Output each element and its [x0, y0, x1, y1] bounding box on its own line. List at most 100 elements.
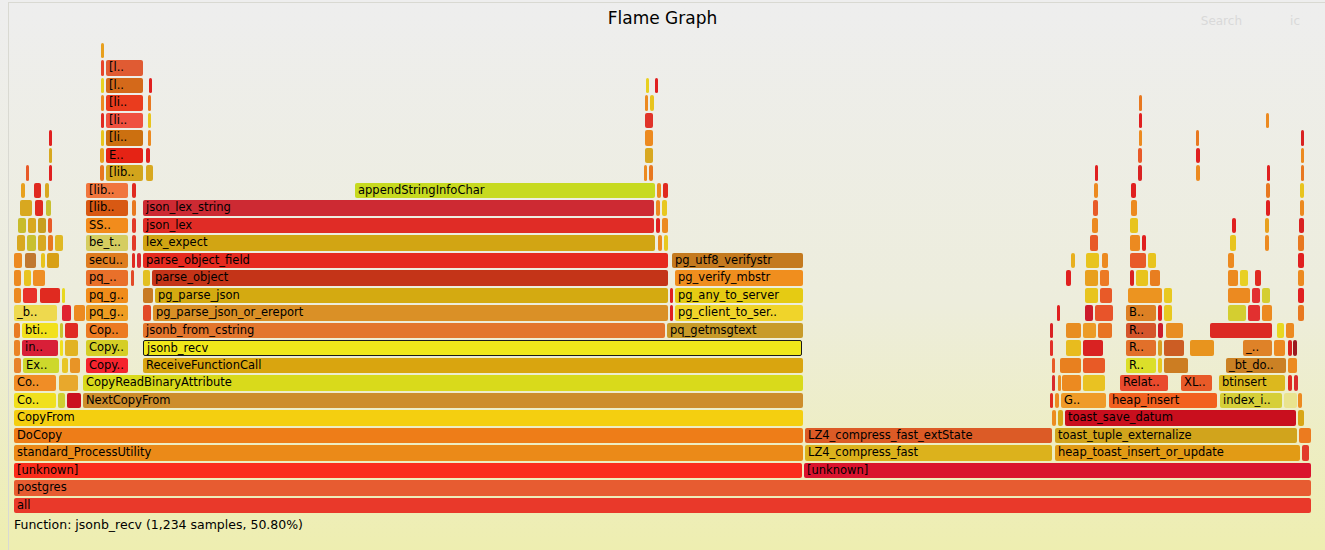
flame-frame[interactable]	[1066, 270, 1071, 286]
frame-be_t[interactable]: be_t..	[86, 235, 128, 251]
flame-frame[interactable]	[1288, 375, 1292, 391]
frame-unknown[interactable]: [unknown]	[14, 463, 802, 479]
flame-frame[interactable]	[70, 358, 80, 374]
frame-pg_parse_json[interactable]: pg_parse_json	[155, 288, 668, 304]
flame-frame[interactable]	[650, 95, 654, 111]
frame-unknown[interactable]: [unknown]	[804, 463, 1311, 479]
flame-frame[interactable]	[1102, 253, 1108, 269]
flame-frame[interactable]	[101, 43, 104, 59]
frame-b[interactable]: B..	[1126, 305, 1156, 321]
flame-frame[interactable]	[656, 200, 660, 216]
flame-frame[interactable]	[1265, 218, 1269, 234]
flame-frame[interactable]	[24, 270, 31, 286]
flame-frame[interactable]	[1300, 183, 1304, 199]
flame-frame[interactable]	[1288, 340, 1292, 356]
frame-btinsert[interactable]: btinsert	[1219, 375, 1285, 391]
frame-heap_insert[interactable]: heap_insert	[1109, 393, 1217, 409]
flame-frame[interactable]	[1138, 148, 1142, 164]
flame-frame[interactable]	[60, 323, 63, 339]
flame-frame[interactable]	[1071, 253, 1075, 269]
flame-frame[interactable]	[646, 78, 649, 94]
flame-frame[interactable]	[1085, 288, 1098, 304]
flame-frame[interactable]	[143, 288, 153, 304]
flame-frame[interactable]	[132, 218, 136, 234]
frame-secu[interactable]: secu..	[86, 253, 128, 269]
frame-pg_parse_json_or_ereport[interactable]: pg_parse_json_or_ereport	[153, 305, 668, 321]
flame-frame[interactable]	[1164, 305, 1172, 321]
flame-frame[interactable]	[62, 358, 68, 374]
flame-frame[interactable]	[1066, 340, 1081, 356]
frame-copyreadbinaryattribute[interactable]: CopyReadBinaryAttribute	[83, 375, 803, 391]
flame-frame[interactable]	[662, 200, 667, 216]
flame-frame[interactable]	[1100, 288, 1112, 304]
flame-frame[interactable]	[49, 165, 52, 181]
frame-xl[interactable]: XL..	[1181, 375, 1212, 391]
flame-frame[interactable]	[148, 95, 151, 111]
frame-index_i[interactable]: index_i..	[1220, 393, 1282, 409]
flame-frame[interactable]	[101, 60, 104, 76]
flame-frame[interactable]	[1299, 428, 1311, 444]
flame-frame[interactable]	[1298, 270, 1304, 286]
flame-frame[interactable]	[670, 305, 673, 321]
frame-pq_getmsgtext[interactable]: pq_getmsgtext	[667, 323, 803, 339]
flame-frame[interactable]	[58, 393, 65, 409]
flame-frame[interactable]	[41, 253, 45, 269]
flame-frame[interactable]	[1085, 305, 1093, 321]
flame-frame[interactable]	[1130, 270, 1134, 286]
flame-frame[interactable]	[1052, 375, 1055, 391]
flame-frame[interactable]	[146, 148, 150, 164]
flame-frame[interactable]	[1130, 218, 1138, 234]
flame-frame[interactable]	[14, 270, 21, 286]
flame-frame[interactable]	[26, 165, 29, 181]
frame-co[interactable]: Co..	[14, 375, 56, 391]
flame-frame[interactable]	[14, 323, 20, 339]
flame-frame[interactable]	[1228, 253, 1234, 269]
flame-frame[interactable]	[1228, 288, 1250, 304]
flame-frame[interactable]	[1288, 358, 1297, 374]
frame-nextcopyfrom[interactable]: NextCopyFrom	[83, 393, 803, 409]
frame-pg_any_to_server[interactable]: pg_any_to_server	[675, 288, 803, 304]
frame-jsonb_from_cstring[interactable]: jsonb_from_cstring	[143, 323, 665, 339]
flame-frame[interactable]	[1298, 410, 1304, 426]
flame-frame[interactable]	[148, 113, 151, 129]
flame-frame[interactable]	[23, 288, 37, 304]
frame-copy[interactable]: Copy..	[86, 340, 128, 356]
flame-frame[interactable]	[1240, 270, 1248, 286]
frame-parse_object_field[interactable]: parse_object_field	[143, 253, 668, 269]
flame-frame[interactable]	[1196, 130, 1199, 146]
flame-frame[interactable]	[1050, 323, 1053, 339]
flame-frame[interactable]	[1265, 235, 1269, 251]
frame-lib[interactable]: [lib..	[86, 200, 128, 216]
flame-frame[interactable]	[1302, 445, 1309, 461]
flame-frame[interactable]	[649, 165, 653, 181]
flame-frame[interactable]	[1266, 113, 1269, 129]
frame-parse_object[interactable]: parse_object	[152, 270, 668, 286]
frame-_[interactable]: _..	[1243, 340, 1272, 356]
flame-frame[interactable]	[1142, 235, 1146, 251]
flame-frame[interactable]	[1232, 218, 1236, 234]
flame-frame[interactable]	[1190, 340, 1214, 356]
flame-frame[interactable]	[1130, 253, 1146, 269]
flame-frame[interactable]	[20, 200, 32, 216]
frame-e[interactable]: E..	[106, 148, 143, 164]
frame-pg_verify_mbstr[interactable]: pg_verify_mbstr	[675, 270, 803, 286]
frame-l[interactable]: [l..	[106, 78, 143, 94]
flame-frame[interactable]	[1150, 270, 1160, 286]
flame-frame[interactable]	[1095, 305, 1113, 321]
flame-frame[interactable]	[1131, 200, 1137, 216]
flame-frame[interactable]	[48, 218, 52, 234]
frame-standard_processutility[interactable]: standard_ProcessUtility	[14, 445, 803, 461]
flame-frame[interactable]	[1148, 253, 1156, 269]
flame-frame[interactable]	[1284, 393, 1297, 409]
flame-frame[interactable]	[1060, 358, 1081, 374]
flame-frame[interactable]	[1158, 340, 1162, 356]
flame-frame[interactable]	[65, 340, 78, 356]
flame-frame[interactable]	[101, 95, 104, 111]
flame-frame[interactable]	[1228, 270, 1238, 286]
flame-frame[interactable]	[132, 200, 136, 216]
flame-frame[interactable]	[1228, 305, 1246, 321]
flame-frame[interactable]	[14, 288, 21, 304]
flame-frame[interactable]	[1095, 165, 1098, 181]
frame-appendstringinfochar[interactable]: appendStringInfoChar	[355, 183, 655, 199]
flame-frame[interactable]	[131, 270, 134, 286]
